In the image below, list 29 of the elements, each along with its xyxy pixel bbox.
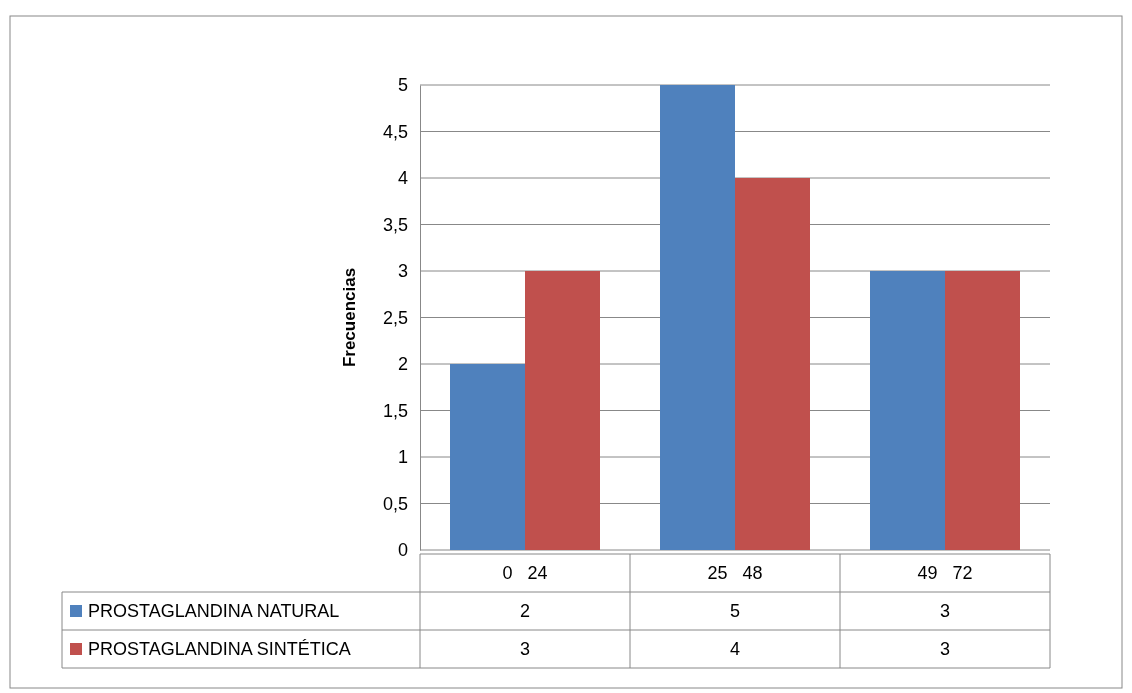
y-tick-label: 2,5	[382, 307, 408, 328]
y-tick-label: 2	[397, 354, 408, 375]
y-tick-label: 1	[397, 447, 408, 468]
x-tick-label: 0 24	[502, 563, 548, 583]
bar	[945, 271, 1020, 550]
data-label: 4	[729, 639, 741, 659]
legend-label: PROSTAGLANDINA SINTÉTICA	[88, 639, 351, 659]
y-tick-label: 5	[397, 75, 408, 96]
y-tick-label: 4,5	[382, 121, 408, 142]
y-tick-label: 0,5	[382, 493, 408, 514]
bar	[660, 85, 735, 550]
y-tick-label: 1,5	[382, 400, 408, 421]
data-label: 5	[729, 601, 741, 621]
y-axis-title: Frecuencias	[340, 267, 359, 368]
bar	[735, 178, 810, 550]
data-label: 3	[939, 601, 951, 621]
y-tick-label: 3	[397, 261, 408, 282]
x-tick-label: 49 72	[917, 563, 973, 583]
y-tick-label: 4	[397, 168, 408, 189]
data-label: 3	[939, 639, 951, 659]
bar	[450, 364, 525, 550]
data-label: 2	[519, 601, 531, 621]
legend-label: PROSTAGLANDINA NATURAL	[88, 601, 340, 621]
data-label: 3	[519, 639, 531, 659]
bar	[870, 271, 945, 550]
y-tick-label: 3,5	[382, 214, 408, 235]
x-tick-label: 25 48	[707, 563, 763, 583]
bar	[525, 271, 600, 550]
y-tick-label: 0	[397, 540, 408, 561]
